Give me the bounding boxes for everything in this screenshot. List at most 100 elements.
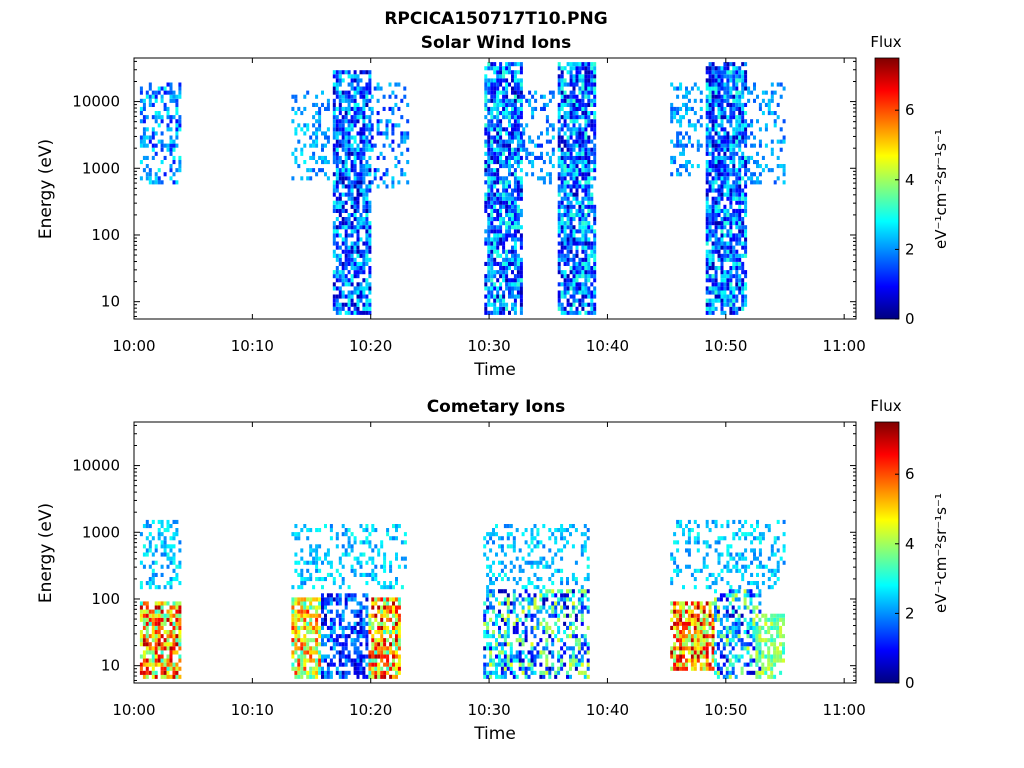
- heatmap-cell: [581, 147, 585, 152]
- heatmap-cell: [685, 86, 688, 91]
- heatmap-cell: [571, 572, 575, 577]
- heatmap-cell: [377, 642, 381, 647]
- heatmap-cell: [587, 180, 591, 185]
- heatmap-cell: [714, 160, 718, 165]
- heatmap-cell: [503, 650, 507, 655]
- heatmap-cell: [738, 221, 742, 226]
- heatmap-cell: [347, 188, 351, 193]
- heatmap-cell: [508, 102, 511, 107]
- heatmap-cell: [732, 266, 736, 271]
- heatmap-cell: [498, 650, 501, 655]
- heatmap-cell: [353, 115, 357, 120]
- heatmap-cell: [365, 237, 369, 242]
- heatmap-cell: [593, 74, 597, 79]
- heatmap-cell: [527, 605, 531, 610]
- heatmap-cell: [309, 528, 313, 533]
- heatmap-cell: [516, 196, 520, 201]
- heatmap-cell: [593, 143, 597, 148]
- heatmap-cell: [513, 204, 517, 209]
- heatmap-cell: [566, 605, 569, 610]
- heatmap-cell: [702, 564, 706, 569]
- heatmap-cell: [338, 654, 342, 659]
- heatmap-cell: [726, 278, 730, 283]
- heatmap-cell: [487, 119, 491, 124]
- heatmap-cell: [347, 634, 351, 639]
- heatmap-cell: [166, 613, 170, 618]
- heatmap-cell: [502, 200, 506, 205]
- heatmap-cell: [347, 536, 351, 541]
- heatmap-cell: [744, 62, 748, 67]
- heatmap-cell: [563, 143, 567, 148]
- heatmap-cell: [172, 180, 176, 185]
- heatmap-cell: [294, 658, 298, 663]
- heatmap-cell: [502, 270, 506, 275]
- heatmap-cell: [511, 245, 514, 250]
- heatmap-cell: [359, 613, 363, 618]
- heatmap-cell: [508, 62, 511, 67]
- heatmap-cell: [563, 241, 567, 246]
- heatmap-cell: [590, 200, 594, 205]
- heatmap-cell: [172, 621, 176, 626]
- heatmap-cell: [169, 115, 173, 120]
- heatmap-cell: [782, 172, 786, 177]
- heatmap-cell: [557, 135, 561, 140]
- heatmap-cell: [359, 282, 363, 287]
- heatmap-cell: [502, 310, 506, 315]
- heatmap-cell: [502, 266, 506, 271]
- heatmap-cell: [344, 229, 348, 234]
- heatmap-cell: [714, 90, 718, 95]
- heatmap-cell: [726, 155, 730, 160]
- heatmap-cell: [735, 225, 739, 230]
- heatmap-cell: [502, 249, 506, 254]
- heatmap-cell: [341, 180, 345, 185]
- heatmap-cell: [563, 597, 567, 602]
- heatmap-cell: [563, 151, 567, 156]
- heatmap-cell: [353, 78, 357, 83]
- heatmap-cell: [335, 147, 339, 152]
- heatmap-cell: [362, 257, 366, 262]
- heatmap-cell: [335, 266, 339, 271]
- heatmap-cell: [486, 674, 490, 679]
- heatmap-cell: [687, 532, 691, 537]
- heatmap-cell: [403, 94, 407, 99]
- heatmap-cell: [490, 90, 494, 95]
- heatmap-cell: [732, 82, 736, 87]
- heatmap-cell: [353, 164, 357, 169]
- heatmap-cell: [490, 119, 494, 124]
- heatmap-cell: [711, 196, 715, 201]
- heatmap-cell: [593, 310, 597, 315]
- heatmap-cell: [717, 556, 721, 561]
- heatmap-cell: [528, 98, 532, 103]
- heatmap-cell: [489, 654, 493, 659]
- heatmap-cell: [395, 524, 398, 529]
- heatmap-cell: [344, 253, 348, 258]
- heatmap-cell: [353, 286, 357, 291]
- heatmap-cell: [720, 135, 724, 140]
- heatmap-cell: [735, 241, 739, 246]
- heatmap-cell: [397, 617, 401, 622]
- heatmap-cell: [154, 658, 158, 663]
- heatmap-cell: [566, 102, 570, 107]
- heatmap-cell: [551, 662, 555, 667]
- heatmap-cell: [365, 196, 369, 201]
- heatmap-cell: [590, 119, 594, 124]
- heatmap-cell: [341, 613, 345, 618]
- heatmap-cell: [306, 670, 310, 675]
- heatmap-cell: [761, 155, 765, 160]
- heatmap-cell: [569, 98, 573, 103]
- heatmap-cell: [139, 86, 143, 91]
- heatmap-cell: [726, 78, 730, 83]
- heatmap-cell: [321, 666, 324, 671]
- heatmap-cell: [717, 172, 721, 177]
- heatmap-cell: [563, 119, 567, 124]
- heatmap-cell: [484, 143, 488, 148]
- heatmap-cell: [370, 94, 374, 99]
- heatmap-cell: [178, 634, 182, 639]
- heatmap-cell: [370, 143, 374, 148]
- heatmap-cell: [705, 302, 709, 307]
- heatmap-cell: [169, 630, 173, 635]
- heatmap-cell: [516, 229, 520, 234]
- heatmap-cell: [341, 184, 345, 189]
- heatmap-cell: [511, 225, 514, 230]
- heatmap-cell: [374, 646, 378, 651]
